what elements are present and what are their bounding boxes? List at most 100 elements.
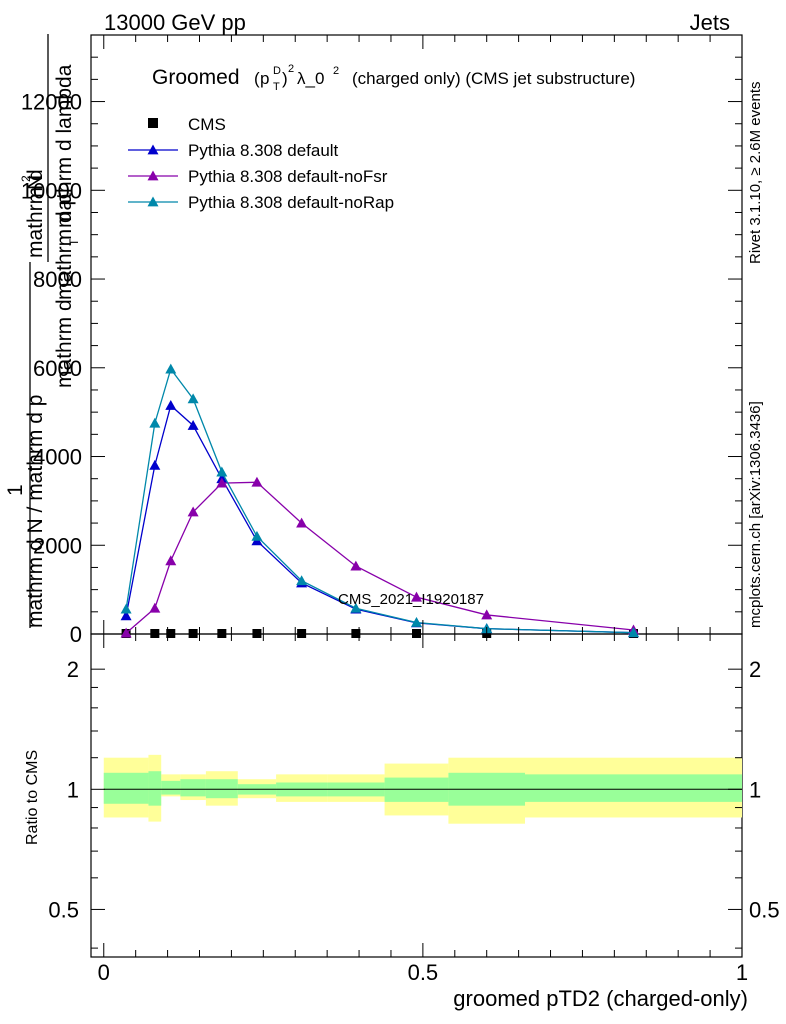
title-paren-open: ( [254, 69, 260, 88]
series-point [251, 530, 263, 541]
rivet-version-note: Rivet 3.1.10, ≥ 2.6M events [747, 82, 764, 265]
ratio-y-tick-label-right: 1 [749, 777, 761, 802]
main-y-tick-label: 10000 [21, 178, 82, 203]
ratio-inner-band-1 [148, 771, 162, 806]
cms-point [188, 629, 198, 638]
series-point [165, 555, 177, 566]
ylabel-denominator-dlambda: mathrm d lambda [53, 64, 76, 228]
title-lambda: λ_0 [297, 69, 324, 88]
series-point [120, 627, 132, 638]
main-y-tick-label: 2000 [33, 533, 82, 558]
x-tick-label: 0.5 [408, 960, 439, 985]
cms-point [412, 629, 421, 638]
main-y-tick-label: 4000 [33, 445, 82, 470]
legend: CMS Pythia 8.308 default Pythia 8.308 defa… [128, 115, 394, 212]
title-squared: 2 [288, 63, 294, 75]
legend-entry-1: Pythia 8.308 default [128, 141, 339, 160]
series-point [350, 602, 362, 613]
cms-point [217, 629, 227, 638]
ylabel-numerator-sup: 2 [19, 175, 33, 182]
category-label: Jets [690, 10, 730, 35]
title-p: p [260, 69, 269, 88]
ratio-inner-band-4 [205, 779, 238, 799]
x-tick-label: 0 [98, 960, 110, 985]
series-point [149, 602, 161, 613]
cms-point [150, 629, 160, 638]
legend-label: CMS [188, 115, 226, 134]
legend-entry-0: CMS [148, 115, 226, 134]
title-d-superscript: D [273, 65, 281, 77]
series-point [411, 616, 422, 627]
legend-marker [147, 170, 159, 181]
series-point [187, 393, 199, 404]
legend-marker [147, 196, 159, 207]
legend-entry-2: Pythia 8.308 default-noFsr [128, 167, 388, 186]
ylabel-denominator-t: T [67, 238, 81, 246]
legend-entry-3: Pythia 8.308 default-noRap [128, 193, 394, 212]
ratio-y-tick-label: 2 [67, 657, 79, 682]
ratio-y-tick-label: 0.5 [48, 897, 79, 922]
series-point [216, 466, 228, 477]
series-point [216, 477, 228, 488]
series-point [165, 399, 177, 410]
series-point [296, 575, 308, 586]
ylabel-denominator-dp: mathrm d p [53, 194, 76, 300]
ylabel-one: 1 [4, 484, 27, 496]
main-y-axis-label: mathrm d N 2 mathrm d p T mathrm d lambd… [4, 34, 81, 628]
series-point [251, 476, 263, 487]
ratio-y-tick-label-right: 2 [749, 657, 761, 682]
series-point [411, 591, 422, 602]
series-point [120, 610, 132, 621]
series-point [350, 560, 362, 571]
series-line-2 [125, 481, 634, 634]
ratio-y-axis-label: Ratio to CMS [24, 750, 41, 845]
ratio-bands [103, 754, 742, 824]
ylabel-numerator-d: mathrm d [24, 169, 47, 258]
mcplots-note: mcplots.cern.ch [arXiv:1306.3436] [747, 401, 764, 628]
series-point [165, 363, 177, 374]
title-lambda-squared: 2 [333, 65, 339, 77]
title-prefix: Groomed [152, 66, 240, 89]
series-point [187, 419, 199, 430]
series-point [187, 506, 199, 517]
legend-label: Pythia 8.308 default-noRap [188, 193, 394, 212]
series-point [481, 609, 493, 620]
ratio-y-tick-label: 1 [67, 777, 79, 802]
ratio-inner-band-10 [525, 774, 742, 802]
series-2 [120, 476, 639, 638]
collision-label: 13000 GeV pp [104, 10, 246, 35]
cms-point [351, 629, 361, 638]
series-point [296, 517, 308, 528]
main-y-tick-label: 12000 [21, 90, 82, 115]
cms-point [252, 629, 262, 638]
ratio-inner-band-0 [103, 772, 149, 804]
analysis-watermark: CMS_2021_I1920187 [338, 591, 484, 608]
series-point [149, 417, 161, 428]
legend-marker [148, 118, 158, 128]
ylabel-bottom-d: mathrm d [53, 299, 76, 388]
ratio-inner-band-2 [161, 780, 181, 795]
x-axis-label: groomed pTD2 (charged-only) [453, 986, 748, 1011]
plot-title: Groomed ( p D T ) 2 λ_0 2 (charged only)… [152, 63, 635, 93]
main-y-tick-label: 6000 [33, 356, 82, 381]
axis-ticks: 0 2000 4000 6000 8000 10000 12000 0 0.5 1 0.5 0.5 1 1… [21, 34, 780, 985]
title-suffix: (charged only) (CMS jet substructure) [352, 69, 635, 88]
legend-label: Pythia 8.308 default [188, 141, 339, 160]
ylabel-numerator-n: N [24, 175, 47, 190]
legend-label: Pythia 8.308 default-noFsr [188, 167, 388, 186]
series-point [120, 603, 132, 614]
main-y-tick-label: 8000 [33, 267, 82, 292]
ylabel-bottom-fraction: mathrm d N / mathrm d p [24, 395, 47, 628]
title-t-subscript: T [273, 81, 280, 93]
series-point [628, 627, 639, 638]
series-point [149, 459, 161, 470]
main-y-tick-label: 0 [70, 622, 82, 647]
title-paren-close: ) [282, 69, 288, 88]
cms-point [166, 629, 176, 638]
ratio-y-tick-label-right: 0.5 [749, 897, 780, 922]
series-3 [120, 363, 639, 638]
legend-marker [147, 144, 159, 155]
cms-point [297, 629, 307, 638]
main-series [120, 363, 639, 638]
